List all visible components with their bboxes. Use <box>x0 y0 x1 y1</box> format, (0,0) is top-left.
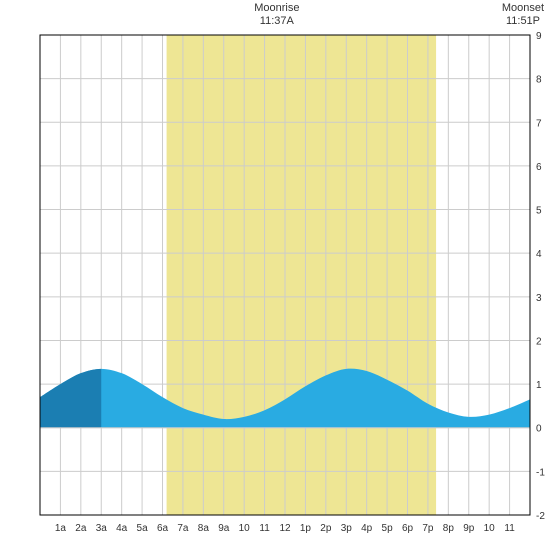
x-tick-label: 10 <box>239 523 251 534</box>
chart-svg: 1a2a3a4a5a6a7a8a9a1011121p2p3p4p5p6p7p8p… <box>0 0 550 550</box>
y-tick-label: 4 <box>536 249 542 260</box>
y-tick-label: 9 <box>536 31 542 42</box>
x-tick-label: 9a <box>218 523 230 534</box>
moonset-time: 11:51P <box>495 15 550 28</box>
y-tick-label: 1 <box>536 380 542 391</box>
y-tick-label: 8 <box>536 75 542 86</box>
x-tick-label: 5p <box>382 523 394 534</box>
x-tick-label: 1p <box>300 523 312 534</box>
y-tick-label: 7 <box>536 118 542 129</box>
x-tick-label: 11 <box>504 523 515 534</box>
y-tick-label: 0 <box>536 424 542 435</box>
x-tick-label: 11 <box>259 523 270 534</box>
x-tick-label: 4a <box>116 523 128 534</box>
x-tick-label: 4p <box>361 523 373 534</box>
x-tick-label: 2a <box>75 523 87 534</box>
moonrise-time: 11:37A <box>249 15 305 28</box>
y-tick-label: 3 <box>536 293 542 304</box>
x-tick-label: 7a <box>177 523 189 534</box>
x-tick-label: 8p <box>443 523 455 534</box>
moonrise-title: Moonrise <box>249 2 305 15</box>
x-tick-label: 3p <box>341 523 353 534</box>
daylight-band <box>167 35 437 515</box>
y-tick-label: -2 <box>536 511 545 522</box>
x-tick-label: 6p <box>402 523 414 534</box>
x-tick-label: 1a <box>55 523 67 534</box>
x-tick-label: 3a <box>96 523 108 534</box>
x-tick-label: 9p <box>463 523 475 534</box>
x-tick-label: 7p <box>422 523 434 534</box>
moonset-title: Moonset <box>495 2 550 15</box>
y-tick-label: 6 <box>536 162 542 173</box>
y-tick-label: 5 <box>536 206 542 217</box>
y-tick-label: -1 <box>536 467 545 478</box>
tide-chart: Moonrise 11:37A Moonset 11:51P 1a 2a 3a 4a 5… <box>0 0 550 550</box>
y-tick-label: 2 <box>536 336 542 347</box>
x-tick-label: 12 <box>279 523 291 534</box>
x-tick-label: 2p <box>320 523 332 534</box>
x-tick-label: 10 <box>484 523 496 534</box>
x-tick-label: 8a <box>198 523 210 534</box>
moonrise-label: Moonrise 11:37A <box>249 2 305 28</box>
x-tick-label: 5a <box>137 523 149 534</box>
x-tick-label: 6a <box>157 523 169 534</box>
moonset-label: Moonset 11:51P <box>495 2 550 28</box>
